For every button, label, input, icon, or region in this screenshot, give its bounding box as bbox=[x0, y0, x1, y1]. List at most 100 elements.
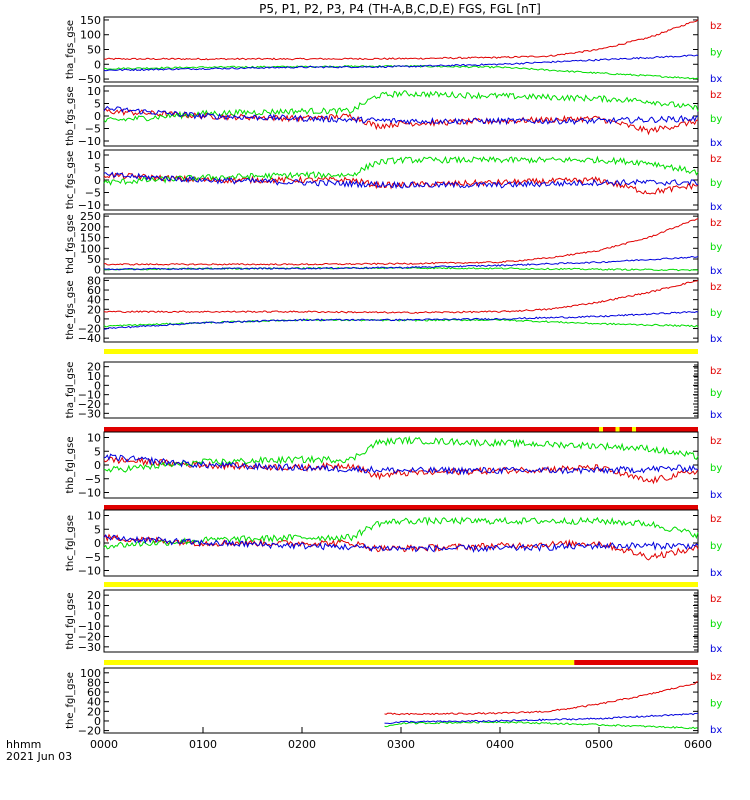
legend-bz: bz bbox=[710, 154, 722, 165]
legend-bx: bx bbox=[710, 266, 722, 277]
series-line-by bbox=[103, 90, 699, 123]
legend-bz: bz bbox=[710, 514, 722, 525]
y-tick-label: 10 bbox=[87, 510, 101, 523]
status-bar-gap bbox=[632, 427, 636, 432]
y-axis-label: thc_fgl_gse bbox=[65, 515, 76, 571]
y-tick-label: 0 bbox=[94, 379, 101, 392]
status-bar-yellow bbox=[104, 582, 698, 587]
y-tick-label: −50 bbox=[78, 73, 101, 86]
y-tick-label: 40 bbox=[87, 696, 101, 709]
legend-bx: bx bbox=[710, 725, 722, 736]
y-tick-label: 50 bbox=[87, 44, 101, 57]
legend-bz: bz bbox=[710, 90, 722, 101]
y-tick-label: −20 bbox=[78, 398, 101, 411]
y-tick-label: −20 bbox=[78, 725, 101, 738]
y-tick-label: 10 bbox=[87, 600, 101, 613]
series-line-by bbox=[103, 266, 699, 272]
y-tick-label: 100 bbox=[80, 29, 101, 42]
y-tick-label: 150 bbox=[80, 232, 101, 245]
legend-bz: bz bbox=[710, 436, 722, 447]
y-tick-label: 5 bbox=[94, 162, 101, 175]
series-line-bx bbox=[103, 54, 699, 72]
y-tick-label: −5 bbox=[85, 473, 101, 486]
y-tick-label: 0 bbox=[94, 537, 101, 550]
status-bar-yellow bbox=[104, 349, 698, 354]
x-axis-unit-label: hhmm bbox=[6, 738, 41, 751]
series-line-bx bbox=[103, 105, 699, 126]
series-line-bz bbox=[103, 171, 699, 195]
y-axis-label: thd_fgl_gse bbox=[65, 593, 76, 650]
status-bar-red bbox=[104, 505, 698, 510]
x-tick-label: 0100 bbox=[189, 738, 217, 751]
legend-bx: bx bbox=[710, 202, 722, 213]
status-bar-red bbox=[104, 427, 698, 432]
y-tick-label: 80 bbox=[87, 274, 101, 287]
series-line-bz bbox=[384, 681, 699, 716]
series-line-bz bbox=[103, 280, 699, 314]
y-tick-label: 20 bbox=[87, 303, 101, 316]
legend-bz: bz bbox=[710, 672, 722, 683]
status-bar-gap bbox=[615, 427, 620, 432]
y-tick-label: 60 bbox=[87, 686, 101, 699]
x-tick-label: 0300 bbox=[387, 738, 415, 751]
series-line-bx bbox=[104, 311, 699, 330]
series-line-bx bbox=[384, 712, 699, 725]
legend-by: by bbox=[710, 463, 722, 474]
y-tick-label: 5 bbox=[94, 523, 101, 536]
legend-by: by bbox=[710, 308, 722, 319]
x-tick-label: 0600 bbox=[684, 738, 712, 751]
y-tick-label: −5 bbox=[85, 123, 101, 136]
series-line-bx bbox=[103, 171, 699, 190]
legend-bx: bx bbox=[710, 410, 722, 421]
legend-bx: bx bbox=[710, 74, 722, 85]
y-axis-label: thd_fgs_gse bbox=[65, 214, 76, 273]
y-tick-label: −10 bbox=[78, 487, 101, 500]
y-axis-label: the_fgl_gse bbox=[65, 672, 76, 729]
y-axis-label: the_fgs_gse bbox=[65, 280, 76, 339]
y-tick-label: 5 bbox=[94, 445, 101, 458]
y-tick-label: −20 bbox=[78, 631, 101, 644]
y-tick-label: 100 bbox=[80, 667, 101, 680]
y-tick-label: 0 bbox=[94, 610, 101, 623]
y-tick-label: 50 bbox=[87, 253, 101, 266]
legend-by: by bbox=[710, 242, 722, 253]
y-tick-label: −10 bbox=[78, 199, 101, 212]
panel-frame bbox=[103, 431, 699, 499]
legend-bz: bz bbox=[710, 594, 722, 605]
series-line-bx bbox=[103, 255, 699, 271]
x-tick-label: 0500 bbox=[585, 738, 613, 751]
y-tick-label: −10 bbox=[78, 389, 101, 402]
legend-bx: bx bbox=[710, 568, 722, 579]
legend-bx: bx bbox=[710, 334, 722, 345]
y-tick-label: 0 bbox=[94, 264, 101, 277]
series-line-bx bbox=[103, 453, 699, 476]
y-tick-label: 20 bbox=[87, 589, 101, 602]
series-line-by bbox=[103, 64, 699, 80]
legend-by: by bbox=[710, 48, 722, 59]
y-tick-label: 10 bbox=[87, 149, 101, 162]
status-bar-yellow bbox=[104, 660, 575, 665]
status-bar-gap bbox=[599, 427, 603, 432]
series-line-bz bbox=[103, 107, 699, 136]
legend-by: by bbox=[710, 541, 722, 552]
legend-bz: bz bbox=[710, 21, 722, 32]
series-line-bz bbox=[103, 218, 699, 266]
legend-by: by bbox=[710, 178, 722, 189]
series-line-by bbox=[384, 720, 699, 730]
panel-frame bbox=[103, 667, 699, 734]
y-axis-label: tha_fgl_gse bbox=[65, 362, 76, 419]
legend-bx: bx bbox=[710, 644, 722, 655]
series-line-by bbox=[103, 155, 699, 186]
legend-by: by bbox=[710, 114, 722, 125]
y-axis-label: thc_fgs_gse bbox=[65, 151, 76, 210]
y-axis-label: thb_fgl_gse bbox=[65, 437, 76, 494]
